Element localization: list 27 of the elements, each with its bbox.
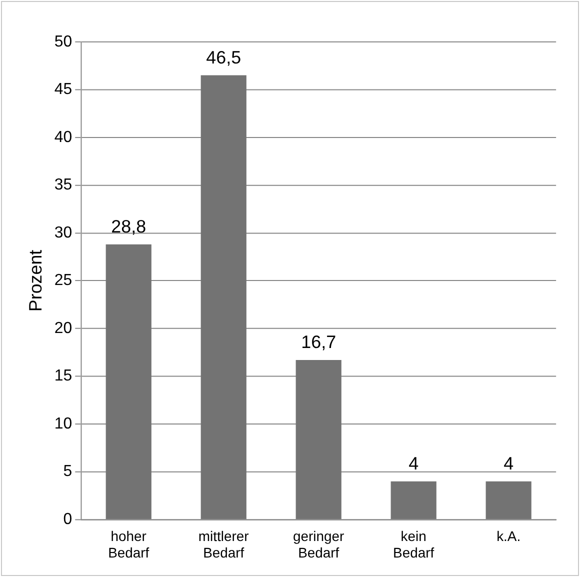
bar [486, 481, 532, 520]
x-tick-label: hoher Bedarf [108, 528, 150, 561]
y-tick-label: 0 [63, 510, 72, 528]
y-tick-label: 20 [54, 320, 72, 337]
y-tick-label: 10 [54, 415, 72, 432]
bar [106, 244, 152, 520]
data-label: 4 [504, 453, 514, 474]
y-tick-label: 30 [54, 224, 72, 242]
x-tick-label: k.A. [496, 528, 521, 544]
bar [296, 360, 342, 520]
y-tick-label: 35 [54, 176, 72, 194]
data-label: 16,7 [301, 332, 336, 352]
y-tick-label: 25 [54, 272, 72, 290]
y-tick-label: 40 [54, 128, 72, 146]
y-tick-label: 5 [63, 463, 72, 480]
data-label: 4 [408, 453, 419, 474]
data-label: 46,5 [206, 47, 242, 68]
x-tick-label: geringer Bedarf [293, 528, 345, 561]
x-tick-label: mittlerer Bedarf [198, 528, 250, 561]
y-tick-label: 50 [54, 33, 72, 50]
y-tick-label: 45 [54, 81, 72, 98]
data-label: 28,8 [111, 216, 146, 236]
y-axis-title: Prozent [26, 250, 46, 312]
y-tick-label: 15 [54, 368, 72, 385]
bar [390, 481, 436, 520]
bar [200, 75, 246, 520]
x-tick-label: kein Bedarf [393, 528, 434, 561]
